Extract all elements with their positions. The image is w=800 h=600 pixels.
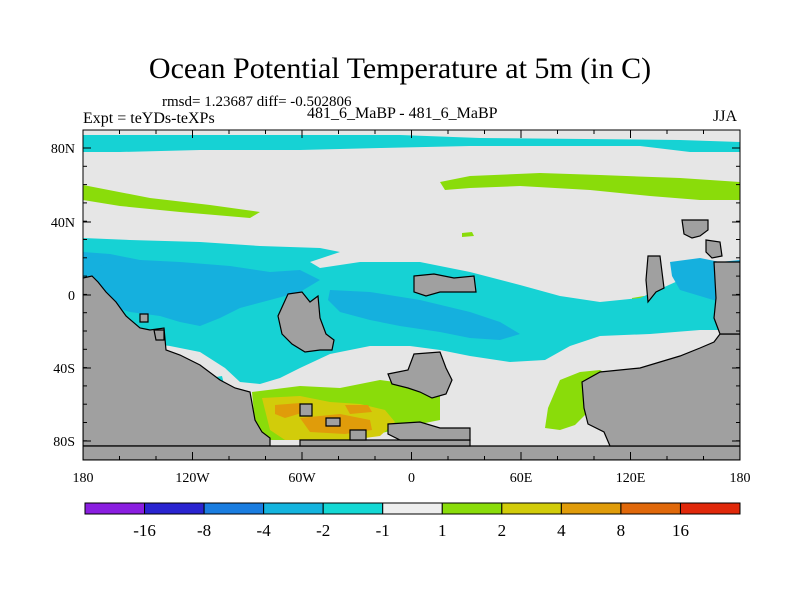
island-tiny-1 [139,313,149,323]
continent-east-north [713,261,740,335]
continent-west-central [277,291,335,353]
cool-anomaly-small [88,256,110,266]
strong-warm-patch-1 [275,403,305,418]
colorbar-swatch [560,502,622,515]
colorbar-swatch [679,502,741,515]
island-northeast [681,219,709,239]
colorbar-swatch [441,502,503,515]
colorbar-swatch [84,502,146,515]
lat-tick-label: 40N [51,216,75,231]
lat-tick-label: 40S [53,362,75,377]
colorbar-label: -8 [197,521,211,540]
colorbar-swatch [203,502,265,515]
experiment-label: Expt = teYDs-teXPs [83,110,215,127]
west-landmass [83,275,271,447]
cool-anomaly-west-pacific [83,252,320,326]
lon-tick-label: 120W [175,471,210,486]
colorbar-swatch [382,502,443,515]
colorbar-swatch [144,502,205,515]
colorbar-label: 8 [617,521,626,540]
peninsula-east [645,255,665,304]
continent-south-central [387,351,453,399]
colorbar-label: -16 [133,521,156,540]
colorbar-swatch [322,502,384,515]
island-north [413,273,477,297]
colorbar-label: 4 [557,521,566,540]
colorbar-label: 16 [672,521,689,540]
lon-tick-label: 60E [510,471,533,486]
period-label: 481_6_MaBP - 481_6_MaBP [307,105,498,122]
plot-title: Ocean Potential Temperature at 5m (in C) [148,52,652,85]
lat-tick-label: 80N [51,142,75,157]
colorbar-label: 2 [498,521,507,540]
lon-tick-label: 60W [288,471,316,486]
stats-label: rmsd= 1.23687 diff= -0.502806 [162,94,352,110]
colorbar-label: 1 [438,521,447,540]
southern-island-1 [299,403,313,417]
lat-tick-label: 80S [53,435,75,450]
strong-warm-patch-3 [345,405,372,414]
lat-tick-label: 0 [68,289,75,304]
colorbar-swatch [501,502,562,515]
colorbar-label: -2 [316,521,330,540]
colorbar-label: -1 [376,521,390,540]
lon-tick-label: 0 [408,471,415,486]
colorbar-swatch [263,502,324,515]
lon-tick-label: 180 [73,471,94,486]
north-west-warm-anomaly [83,185,260,218]
cool-anomaly-central [328,290,520,340]
axes: 80N 40N 0 40S 80S 180 120W 60W 0 60E 120E 180 [51,130,751,486]
map-field [83,130,740,460]
north-atlantic-warm-anomaly [440,173,740,200]
southern-island-3 [349,429,367,441]
southern-island-2 [325,417,341,427]
south-coast [299,439,471,447]
season-label: JJA [713,108,738,125]
colorbar: -16 -8 -4 -2 -1 1 2 4 8 16 [84,502,741,540]
lon-tick-label: 120E [616,471,646,486]
small-warm-patch-1 [462,232,474,237]
colorbar-label: -4 [257,521,272,540]
colorbar-swatch [620,502,681,515]
arctic-anomaly [83,135,740,152]
island-east [705,239,723,259]
island-small [153,329,165,341]
lon-tick-label: 180 [730,471,751,486]
southern-island-4 [387,421,471,441]
